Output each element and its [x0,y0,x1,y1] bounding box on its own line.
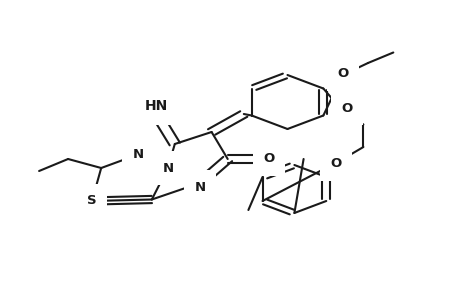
Text: O: O [341,101,352,115]
Text: S: S [87,194,96,208]
Text: HN: HN [145,100,168,113]
Text: O: O [263,152,274,166]
Text: N: N [162,161,173,175]
Text: N: N [132,148,143,161]
Text: O: O [330,157,341,170]
Text: O: O [336,67,347,80]
Text: N: N [194,181,205,194]
